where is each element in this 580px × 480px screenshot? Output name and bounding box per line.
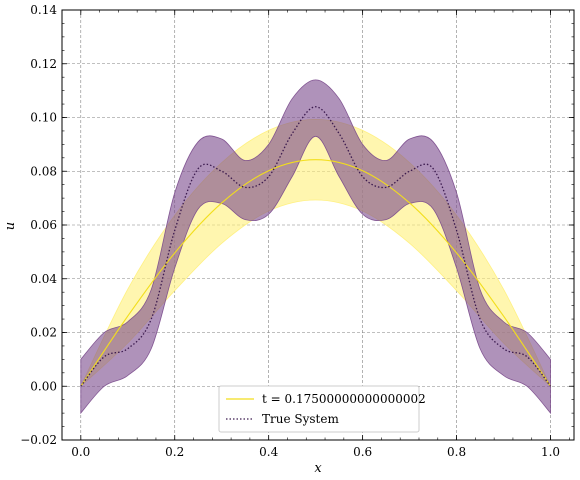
tick-labels: 0.0 0.2 0.4 0.6 0.8 1.0 −0.02 0.00 0.02 0.04 0.06 0… (20, 3, 560, 459)
y-tick-label: 0.02 (30, 326, 57, 340)
series-line-prediction (80, 159, 551, 387)
x-axis-label: x (314, 461, 322, 476)
y-tick-label: 0.00 (30, 379, 57, 393)
y-tick-label: 0.14 (30, 3, 57, 17)
series-lines (80, 106, 552, 387)
band-true-system (80, 79, 551, 415)
grid (62, 9, 574, 441)
y-tick-label: 0.12 (30, 57, 57, 71)
series-line-true-system (80, 106, 552, 387)
y-tick-label: 0.08 (30, 164, 57, 178)
legend: t = 0.17500000000000002 True System (218, 385, 426, 433)
x-tick-label: 0.0 (71, 445, 90, 459)
legend-box (218, 385, 420, 433)
y-axis-label: u (3, 222, 18, 230)
y-tick-label: −0.02 (20, 433, 57, 447)
x-tick-label: 0.4 (259, 445, 278, 459)
x-tick-label: 0.8 (447, 445, 466, 459)
x-tick-label: 0.6 (353, 445, 372, 459)
uncertainty-bands (80, 79, 551, 415)
legend-label-prediction: t = 0.17500000000000002 (262, 392, 426, 406)
axis-ticks (61, 9, 574, 441)
legend-label-true-system: True System (262, 412, 339, 426)
y-tick-label: 0.04 (30, 272, 57, 286)
x-tick-label: 0.2 (165, 445, 184, 459)
y-tick-label: 0.10 (30, 111, 57, 125)
x-tick-label: 1.0 (541, 445, 560, 459)
y-tick-label: 0.06 (30, 218, 57, 232)
